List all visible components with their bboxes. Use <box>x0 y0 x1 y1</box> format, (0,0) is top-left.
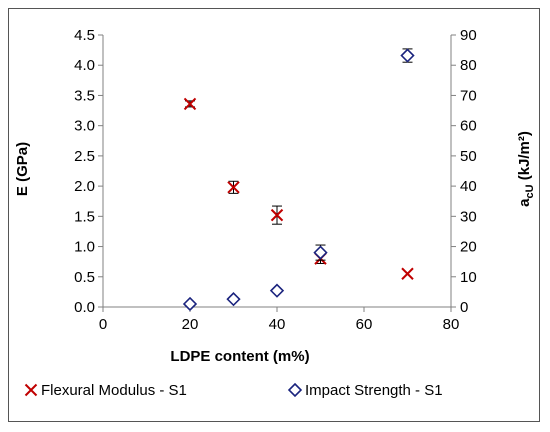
legend-diamond-marker <box>287 382 303 398</box>
tick-labels: 0 20 40 60 80 0.0 0.5 1.0 1.5 2.0 2.5 3.0 3.5 4.0 4.5 0… <box>74 27 477 333</box>
x-tick-label: 40 <box>269 316 286 333</box>
data-point-diamond-marker <box>269 283 285 298</box>
x-tick-label: 20 <box>182 316 199 333</box>
data-point-x-marker <box>227 181 240 194</box>
right-y-tick-label: 80 <box>460 57 477 74</box>
legend-entry: Flexural Modulus - S1 <box>24 382 187 399</box>
x-tick-label: 60 <box>356 316 373 333</box>
legend: Flexural Modulus - S1 Impact Strength - S… <box>24 382 443 399</box>
data-point-x-marker <box>270 208 284 222</box>
right-y-tick-label: 90 <box>460 27 477 44</box>
left-y-tick-label: 2.0 <box>74 178 95 195</box>
right-y-tick-label: 10 <box>460 269 477 286</box>
left-y-tick-label: 4.0 <box>74 57 95 74</box>
x-tick-label: 0 <box>99 316 107 333</box>
right-y-axis-title-main: a <box>516 198 533 207</box>
data-marks <box>182 48 415 312</box>
data-point-diamond-marker <box>400 48 415 63</box>
left-y-tick-label: 1.5 <box>74 208 95 225</box>
x-axis-title: LDPE content (m%) <box>170 348 309 365</box>
right-y-tick-label: 20 <box>460 239 477 256</box>
right-y-tick-label: 30 <box>460 208 477 225</box>
chart-frame: 0 20 40 60 80 0.0 0.5 1.0 1.5 2.0 2.5 3.0 3.5 4.0 4.5 0… <box>8 8 540 422</box>
series-flexural-modulus <box>183 97 414 280</box>
left-y-tick-label: 0.5 <box>74 269 95 286</box>
chart: 0 20 40 60 80 0.0 0.5 1.0 1.5 2.0 2.5 3.0 3.5 4.0 4.5 0… <box>14 27 536 399</box>
right-y-tick-label: 40 <box>460 178 477 195</box>
series-impact-strength <box>182 48 415 312</box>
data-point-diamond-marker <box>182 296 198 312</box>
left-y-tick-label: 3.5 <box>74 87 95 104</box>
left-y-tick-label: 4.5 <box>74 27 95 44</box>
x-tick-label: 80 <box>443 316 460 333</box>
data-point-x-marker <box>183 97 197 111</box>
right-y-axis-title-unit: (kJ/m²) <box>516 131 533 184</box>
left-y-tick-label: 1.0 <box>74 239 95 256</box>
data-point-x-marker <box>401 267 414 280</box>
data-point-diamond-marker <box>313 245 328 260</box>
legend-label: Flexural Modulus - S1 <box>41 382 187 399</box>
right-y-tick-label: 70 <box>460 87 477 104</box>
legend-entry: Impact Strength - S1 <box>287 382 443 399</box>
right-y-axis-title: acU (kJ/m²) <box>516 131 536 207</box>
left-y-tick-label: 0.0 <box>74 299 95 316</box>
data-point-diamond-marker <box>226 292 241 307</box>
axes <box>98 34 456 312</box>
right-y-tick-label: 60 <box>460 118 477 135</box>
legend-x-marker <box>24 383 38 397</box>
legend-label: Impact Strength - S1 <box>305 382 443 399</box>
left-y-tick-label: 2.5 <box>74 148 95 165</box>
right-y-axis-title-sub: cU <box>524 184 536 198</box>
left-y-tick-label: 3.0 <box>74 118 95 135</box>
right-y-tick-label: 0 <box>460 299 468 316</box>
left-y-axis-title: E (GPa) <box>14 142 31 196</box>
right-y-tick-label: 50 <box>460 148 477 165</box>
